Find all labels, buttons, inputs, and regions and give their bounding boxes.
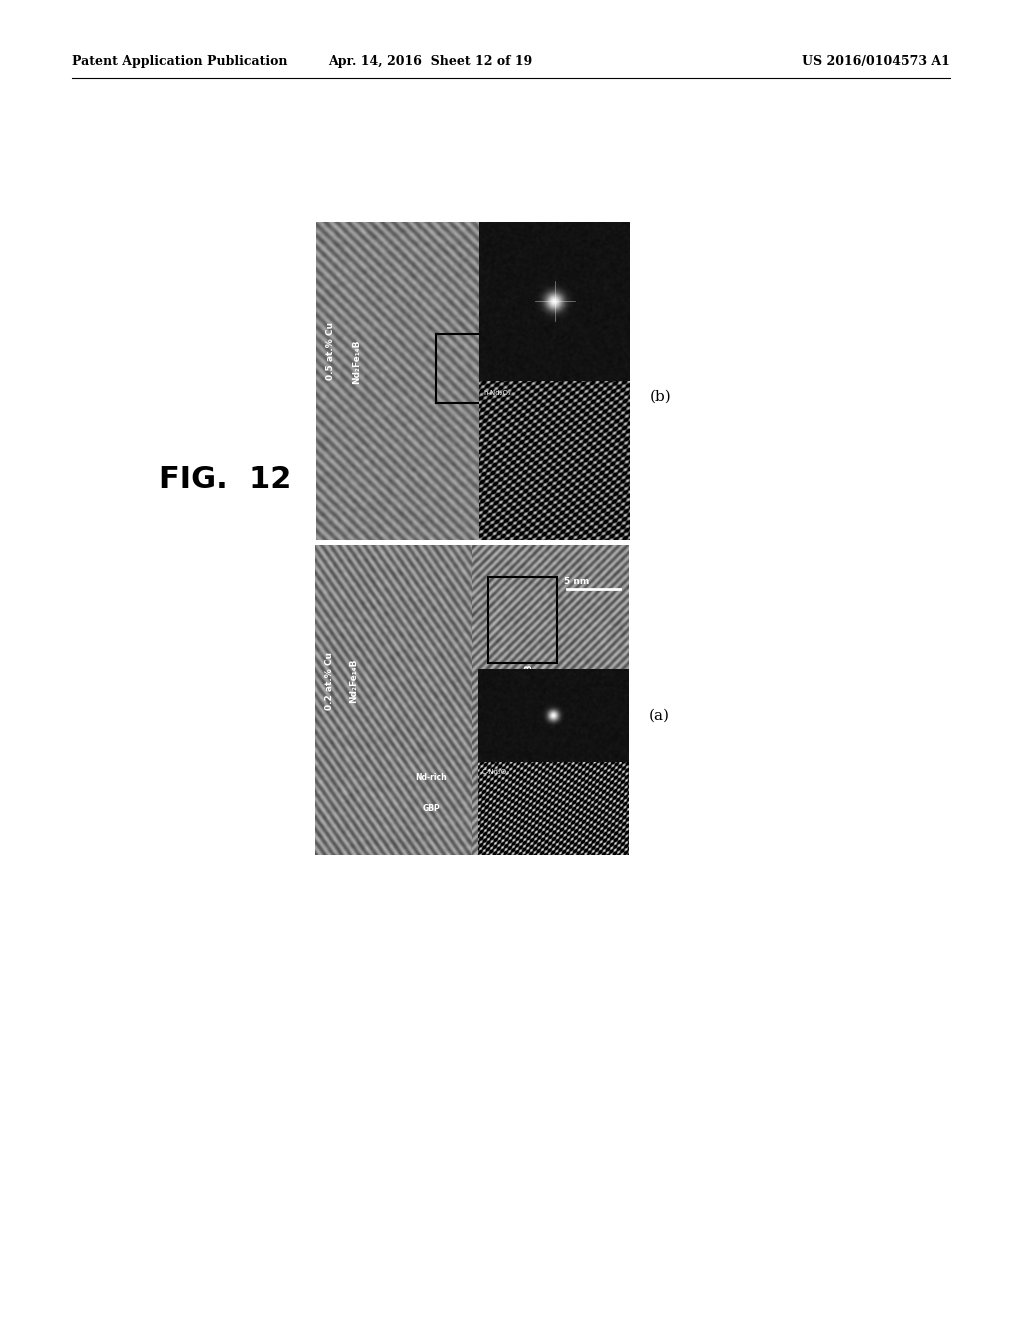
Text: Nd₂Fe₁₄B: Nd₂Fe₁₄B <box>524 664 534 705</box>
Text: h-Nd₂O₃: h-Nd₂O₃ <box>483 389 511 396</box>
Text: 0.5 at.% Cu: 0.5 at.% Cu <box>326 322 335 380</box>
Text: Apr. 14, 2016  Sheet 12 of 19: Apr. 14, 2016 Sheet 12 of 19 <box>328 55 532 69</box>
Text: Patent Application Publication: Patent Application Publication <box>72 55 288 69</box>
Bar <box>487 577 556 663</box>
Text: C-Nd₂O₃: C-Nd₂O₃ <box>481 768 509 775</box>
Text: 0.2 at.% Cu: 0.2 at.% Cu <box>325 652 334 710</box>
Text: 5 nm: 5 nm <box>563 577 589 586</box>
Text: FIG.  12: FIG. 12 <box>159 466 291 495</box>
Text: GBP: GBP <box>496 504 513 513</box>
Bar <box>435 334 498 403</box>
Text: Nd₂Fe₁₄B: Nd₂Fe₁₄B <box>525 376 534 417</box>
Text: Nd-rich: Nd-rich <box>488 478 520 487</box>
Text: 5 nm: 5 nm <box>538 507 563 516</box>
Text: Nd₂Fe₁₄B: Nd₂Fe₁₄B <box>352 339 361 384</box>
Text: US 2016/0104573 A1: US 2016/0104573 A1 <box>802 55 950 69</box>
Text: Nd₂Fe₁₄B: Nd₂Fe₁₄B <box>349 659 358 702</box>
Text: (a): (a) <box>649 709 670 722</box>
Text: GBP: GBP <box>423 804 440 813</box>
Text: (b): (b) <box>650 389 672 404</box>
Text: Nd-rich: Nd-rich <box>416 774 447 781</box>
